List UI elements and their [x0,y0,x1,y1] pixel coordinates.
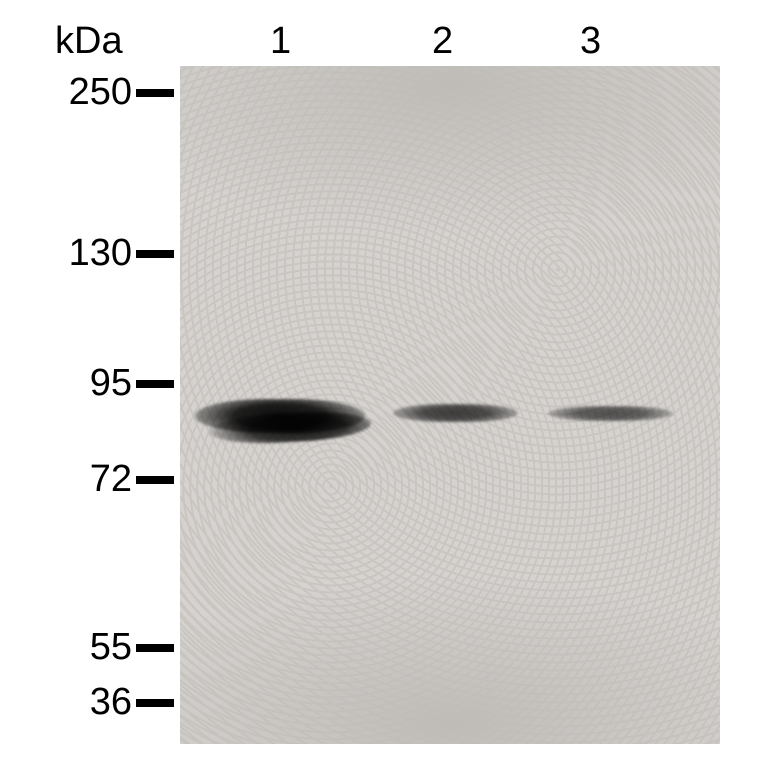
lane-label-2: 2 [432,20,453,63]
marker-label-72: 72 [90,458,132,501]
band-lane2 [393,404,518,422]
marker-label-130: 130 [69,232,132,275]
lane-label-1: 1 [270,20,291,63]
band-lane3 [548,406,673,421]
marker-tick-55 [136,644,174,652]
blot-membrane-area [180,66,720,744]
lane-label-3: 3 [580,20,601,63]
marker-tick-36 [136,699,174,707]
marker-label-36: 36 [90,681,132,724]
marker-tick-130 [136,250,174,258]
marker-label-250: 250 [69,71,132,114]
marker-tick-250 [136,89,174,97]
marker-label-95: 95 [90,362,132,405]
western-blot-figure: kDa 1 2 3 250 130 95 72 55 36 [0,0,764,764]
marker-tick-95 [136,380,174,388]
marker-label-55: 55 [90,626,132,669]
marker-tick-72 [136,476,174,484]
kda-unit-label: kDa [55,20,123,63]
band-lane1 [195,399,365,433]
